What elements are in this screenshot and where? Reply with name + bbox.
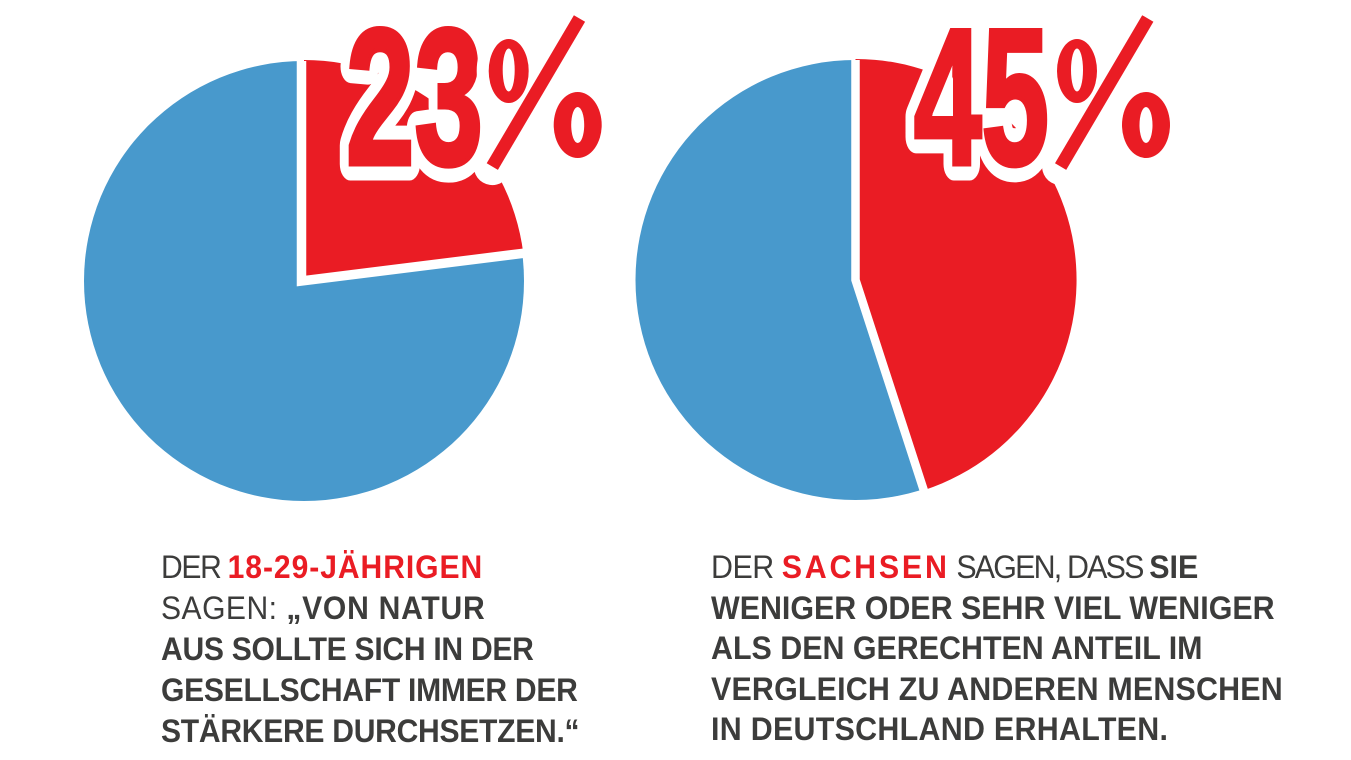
svg-text:23: 23 (346, 0, 483, 206)
svg-text:45: 45 (914, 0, 1049, 206)
svg-text:45: 45 (914, 0, 1049, 206)
svg-text:23: 23 (346, 0, 483, 206)
